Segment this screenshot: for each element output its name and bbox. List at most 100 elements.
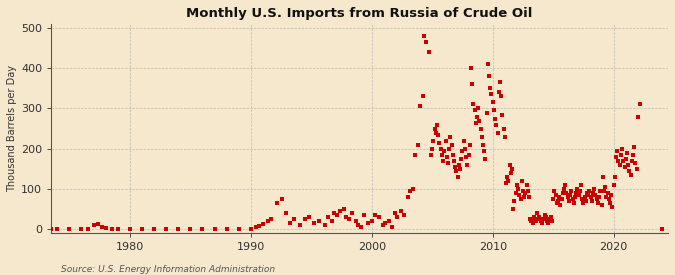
Point: [112, 227, 123, 232]
Point: [549, 189, 560, 193]
Point: [472, 106, 483, 111]
Point: [567, 197, 578, 201]
Point: [284, 221, 295, 226]
Point: [295, 223, 306, 227]
Point: [529, 215, 539, 219]
Point: [327, 219, 338, 224]
Point: [97, 225, 107, 230]
Point: [503, 179, 514, 183]
Point: [489, 116, 500, 121]
Point: [537, 221, 547, 226]
Point: [209, 227, 220, 232]
Point: [599, 189, 610, 193]
Point: [319, 223, 330, 227]
Point: [493, 90, 504, 95]
Point: [618, 159, 628, 163]
Point: [576, 183, 587, 187]
Point: [620, 157, 631, 161]
Point: [481, 110, 492, 115]
Point: [289, 217, 300, 221]
Point: [510, 191, 521, 195]
Point: [554, 195, 564, 199]
Point: [359, 213, 370, 218]
Point: [555, 203, 566, 207]
Point: [448, 153, 458, 157]
Point: [370, 213, 381, 218]
Point: [254, 224, 265, 228]
Point: [452, 175, 463, 179]
Point: [470, 120, 481, 125]
Point: [440, 139, 451, 143]
Point: [450, 165, 460, 169]
Point: [272, 201, 283, 205]
Point: [313, 219, 324, 224]
Point: [474, 118, 485, 123]
Point: [574, 189, 585, 193]
Point: [533, 215, 544, 219]
Point: [441, 155, 452, 159]
Point: [558, 191, 568, 195]
Point: [506, 171, 516, 175]
Point: [185, 227, 196, 232]
Point: [589, 187, 599, 191]
Point: [64, 227, 75, 232]
Point: [234, 227, 244, 232]
Point: [501, 181, 512, 185]
Point: [507, 167, 518, 171]
Y-axis label: Thousand Barrels per Day: Thousand Barrels per Day: [7, 65, 17, 192]
Point: [495, 80, 506, 84]
Point: [626, 159, 637, 163]
Point: [532, 211, 543, 215]
Point: [478, 142, 489, 147]
Point: [449, 159, 460, 163]
Point: [622, 151, 632, 155]
Point: [538, 217, 549, 221]
Point: [161, 227, 171, 232]
Point: [607, 205, 618, 209]
Point: [595, 189, 605, 193]
Point: [593, 201, 603, 205]
Point: [580, 199, 591, 203]
Point: [548, 197, 559, 201]
Point: [418, 34, 429, 38]
Point: [629, 145, 640, 149]
Point: [445, 134, 456, 139]
Point: [587, 199, 597, 203]
Point: [623, 163, 634, 167]
Point: [531, 219, 541, 224]
Point: [572, 187, 583, 191]
Point: [591, 197, 602, 201]
Point: [93, 222, 104, 227]
Point: [402, 195, 413, 199]
Point: [483, 62, 493, 66]
Point: [389, 211, 400, 215]
Point: [373, 215, 384, 219]
Point: [410, 153, 421, 157]
Point: [497, 112, 508, 117]
Point: [491, 122, 502, 127]
Point: [535, 217, 545, 221]
Point: [590, 193, 601, 197]
Point: [566, 189, 576, 193]
Point: [399, 213, 410, 218]
Point: [545, 215, 556, 219]
Point: [543, 221, 554, 226]
Point: [263, 219, 273, 224]
Point: [485, 86, 495, 90]
Point: [433, 133, 443, 137]
Point: [479, 148, 489, 153]
Point: [472, 114, 483, 119]
Point: [518, 189, 529, 193]
Point: [377, 223, 388, 227]
Point: [408, 187, 418, 191]
Point: [520, 191, 531, 195]
Point: [486, 92, 497, 97]
Point: [614, 163, 625, 167]
Point: [600, 185, 611, 189]
Point: [446, 142, 457, 147]
Point: [329, 211, 340, 215]
Point: [514, 193, 524, 197]
Point: [281, 211, 292, 215]
Point: [427, 147, 437, 151]
Point: [513, 187, 524, 191]
